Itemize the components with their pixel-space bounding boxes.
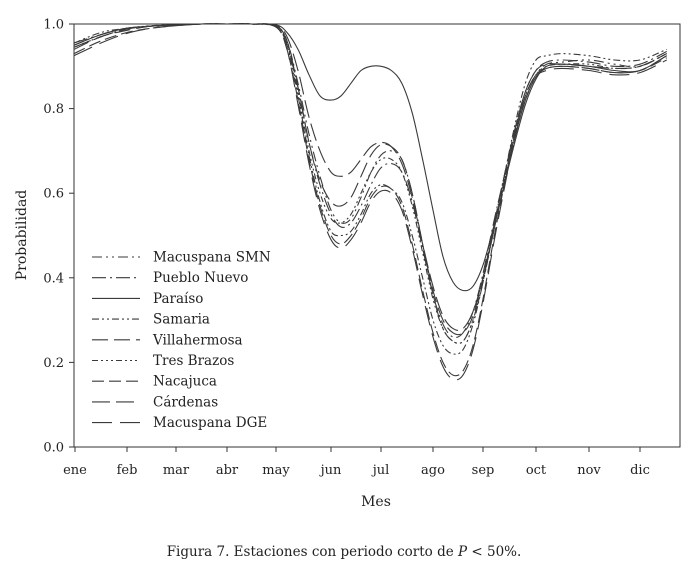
caption-suffix: < 50%.: [467, 544, 522, 560]
chart: ene feb mar abr may jun jul ago sep oct nov dic 0.0 0…: [14, 18, 681, 510]
y-tick-label: 0.0: [43, 441, 64, 456]
series-line-2: [74, 23, 667, 339]
x-axis-title: Mes: [361, 494, 391, 510]
legend-label: Nacajuca: [153, 374, 217, 390]
y-tick-label: 0.4: [43, 271, 64, 286]
series-line-5: [74, 23, 667, 336]
legend-label: Pueblo Nuevo: [153, 270, 248, 286]
x-tick-label: ene: [63, 463, 87, 478]
legend-label: Tres Brazos: [153, 353, 234, 369]
plot-frame: [73, 23, 681, 448]
x-tick-label: nov: [577, 463, 601, 478]
legend-label: Paraíso: [153, 291, 203, 307]
figure-caption: Figura 7. Estaciones con periodo corto d…: [0, 544, 688, 560]
legend-label: Macuspana DGE: [153, 415, 267, 431]
x-tick-label: may: [262, 463, 290, 478]
caption-prefix: Figura 7. Estaciones con periodo corto d…: [166, 544, 459, 560]
axis-ticks: ene feb mar abr may jun jul ago sep oct nov dic 0.0 0…: [43, 18, 650, 479]
x-tick-label: feb: [117, 463, 138, 478]
y-tick-label: 0.8: [43, 102, 64, 117]
legend-label: Samaria: [153, 312, 210, 328]
x-tick-label: ago: [421, 463, 445, 478]
series-line-4: [74, 23, 667, 355]
legend: Macuspana SMN Pueblo Nuevo Paraíso Samaria V…: [92, 250, 271, 431]
x-tick-label: mar: [163, 463, 190, 478]
legend-label: Cárdenas: [153, 394, 218, 410]
y-tick-label: 0.6: [43, 187, 64, 202]
legend-label: Villahermosa: [152, 332, 243, 348]
caption-var: P: [458, 544, 468, 560]
x-tick-label: jun: [319, 463, 342, 478]
x-tick-label: sep: [472, 463, 495, 478]
legend-label: Macuspana SMN: [153, 250, 271, 266]
x-tick-label: jul: [371, 463, 390, 478]
x-tick-label: dic: [630, 463, 650, 478]
y-tick-label: 1.0: [43, 18, 64, 33]
y-axis-title: Probabilidad: [14, 190, 30, 281]
x-tick-label: oct: [526, 463, 547, 478]
y-tick-label: 0.2: [43, 356, 64, 371]
x-tick-label: abr: [216, 463, 239, 478]
